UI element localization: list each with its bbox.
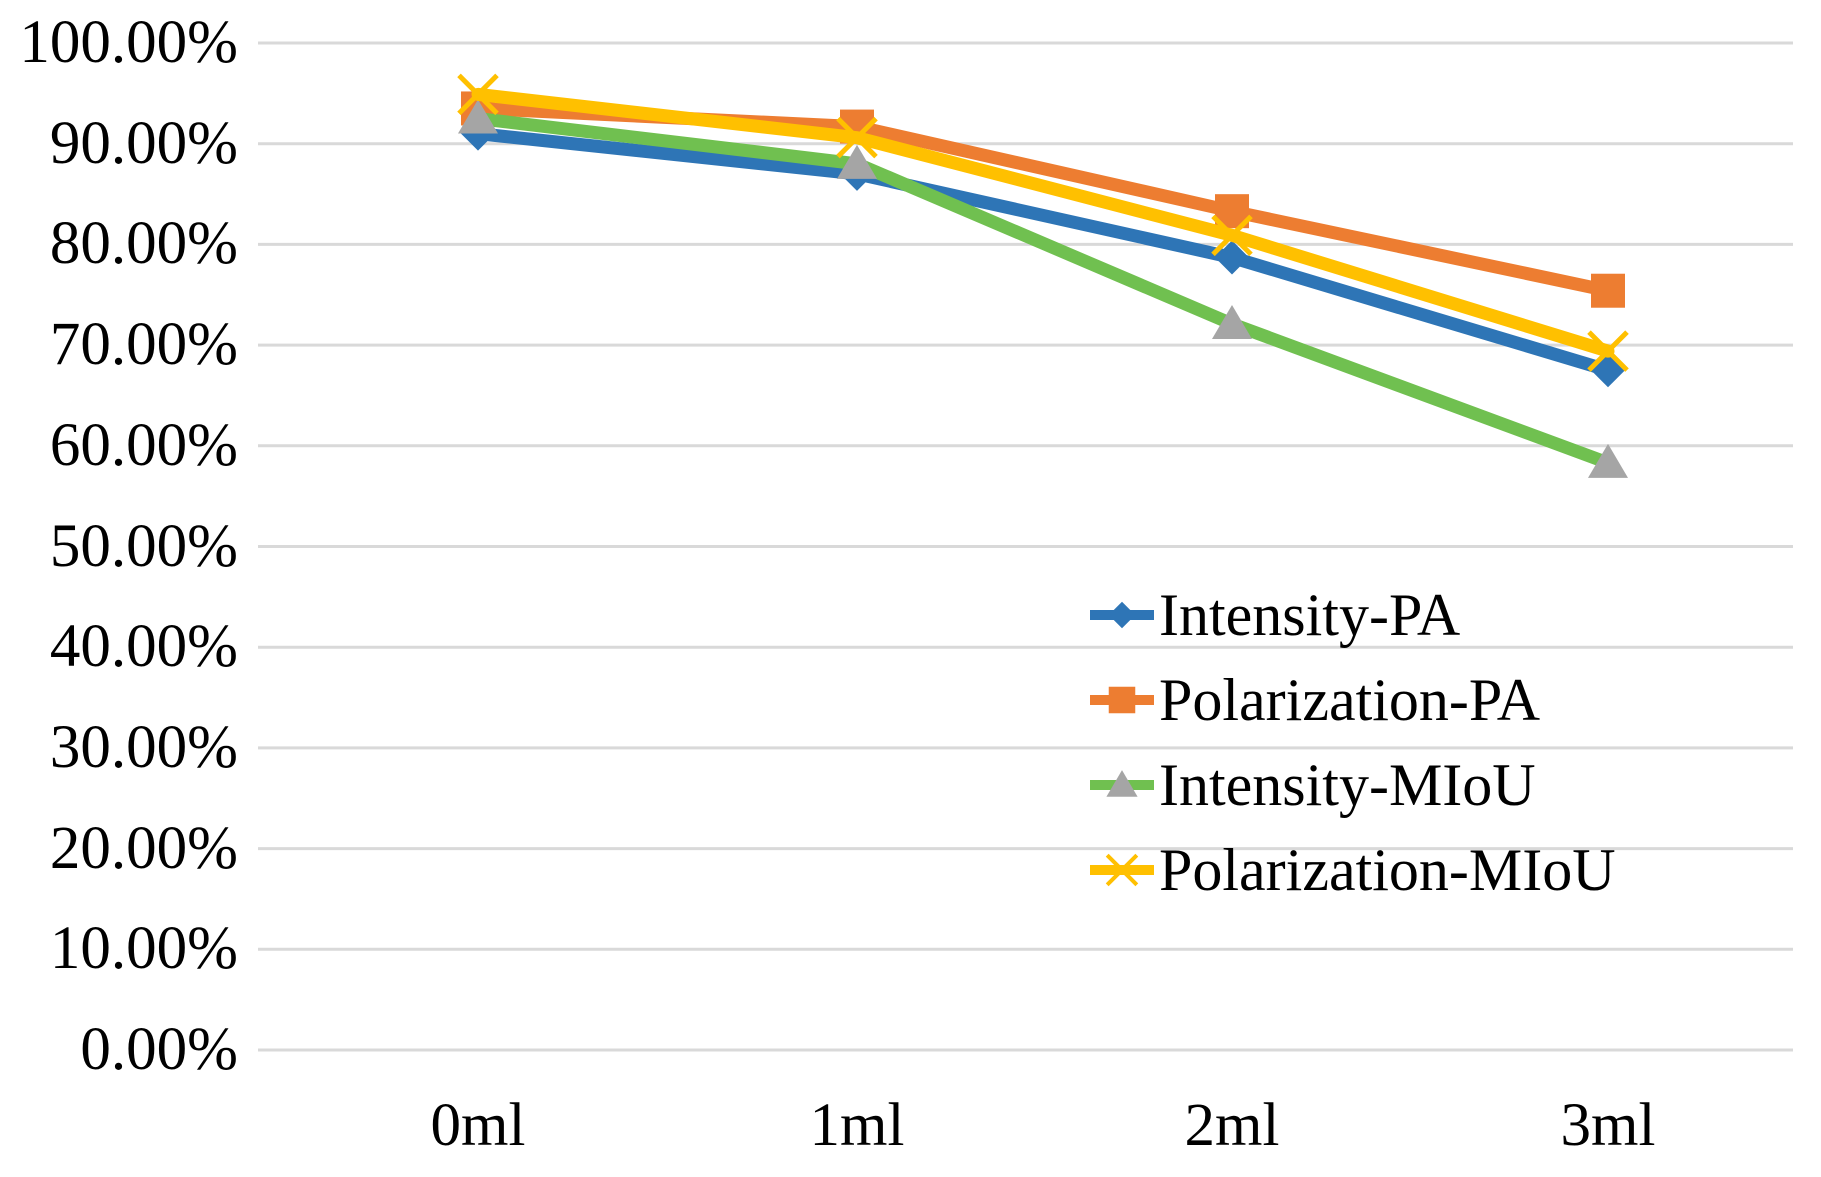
marker-square [1591, 273, 1625, 308]
marker-diamond [1108, 601, 1136, 629]
marker-diamond [1215, 240, 1249, 275]
legend-item-polarization-miou: Polarization-MIoU [1088, 835, 1616, 905]
marker-triangle [1106, 770, 1138, 797]
series-line-Intensity-PA [471, 127, 1615, 377]
marker-triangle [1588, 443, 1628, 478]
y-axis-tick: 80.00% [49, 210, 238, 278]
legend-item-polarization-pa: Polarization-PA [1088, 665, 1540, 735]
legend-label: Polarization-PA [1159, 667, 1541, 733]
marker-x [1105, 853, 1139, 887]
y-axis-tick: 40.00% [49, 613, 238, 681]
marker-diamond [461, 116, 495, 151]
legend-marker-x-icon [1090, 853, 1154, 887]
marker-triangle [837, 144, 877, 179]
series-line-Intensity-MIoU [471, 112, 1615, 470]
y-axis: 100.00% 90.00% 80.00% 70.00% 60.00% 50.00% 40.… [0, 0, 242, 1177]
y-axis-tick: 70.00% [49, 311, 238, 379]
legend-label: Polarization-MIoU [1159, 837, 1616, 903]
y-axis-tick: 90.00% [49, 109, 238, 177]
legend-label: Intensity-MIoU [1159, 752, 1536, 818]
y-axis-tick: 100.00% [19, 9, 238, 76]
marker-x [457, 73, 499, 116]
legend-label: Intensity-PA [1159, 582, 1461, 648]
y-axis-tick: 20.00% [49, 814, 238, 882]
marker-x [836, 116, 878, 159]
marker-triangle [458, 99, 498, 134]
y-axis-tick: 0.00% [80, 1016, 238, 1083]
y-axis-tick: 30.00% [49, 713, 238, 781]
y-axis-tick: 10.00% [49, 915, 238, 983]
legend-item-intensity-miou: Intensity-MIoU [1088, 750, 1536, 820]
y-axis-tick: 60.00% [49, 411, 238, 479]
marker-square [1108, 686, 1136, 714]
y-axis-tick: 50.00% [49, 512, 238, 580]
legend-marker-triangle-icon [1090, 770, 1154, 797]
legend-marker-diamond-icon [1090, 601, 1154, 629]
legend-marker-square-icon [1090, 686, 1154, 714]
legend-item-intensity-pa: Intensity-PA [1088, 580, 1460, 650]
marker-x [1211, 214, 1253, 257]
marker-triangle [1212, 304, 1252, 339]
series-line-Polarization-MIoU [471, 87, 1615, 358]
marker-x [1587, 330, 1629, 372]
